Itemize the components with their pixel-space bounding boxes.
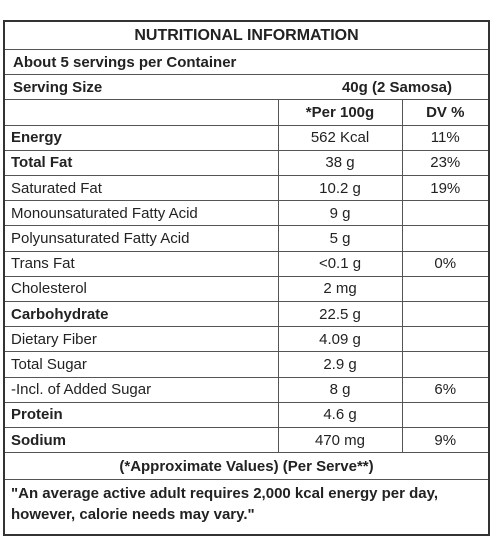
- nutrient-dv: 6%: [401, 376, 488, 403]
- nutrient-name: Carbohydrate: [5, 300, 279, 328]
- nutrient-name: Dietary Fiber: [5, 326, 279, 353]
- nutrient-name: Protein: [5, 401, 279, 428]
- nutrient-per-100g: 2 mg: [277, 275, 403, 303]
- nutrient-name: -Incl. of Added Sugar: [5, 376, 279, 403]
- nutrient-dv: 9%: [401, 426, 488, 454]
- nutrient-name: Total Fat: [5, 149, 279, 177]
- nutrient-name: Monounsaturated Fatty Acid: [5, 200, 279, 227]
- nutrient-per-100g: 5 g: [277, 225, 403, 252]
- table-header-row: *Per 100g DV %: [5, 100, 488, 126]
- nutrient-name: Sodium: [5, 426, 279, 454]
- table-row: Carbohydrate 22.5 g: [5, 300, 488, 328]
- nutrient-per-100g: 9 g: [277, 200, 403, 227]
- approximate-values-note: (*Approximate Values) (Per Serve**): [5, 452, 488, 480]
- nutrient-dv: [401, 275, 488, 303]
- nutrient-per-100g: 562 Kcal: [277, 124, 403, 151]
- nutrient-dv: 11%: [401, 124, 488, 151]
- table-row: Protein 4.6 g: [5, 401, 488, 428]
- nutrient-per-100g: 470 mg: [277, 426, 403, 454]
- table-row: Trans Fat <0.1 g 0%: [5, 250, 488, 277]
- nutrient-dv: [401, 351, 488, 378]
- table-row: Dietary Fiber 4.09 g: [5, 326, 488, 353]
- table-row: -Incl. of Added Sugar 8 g 6%: [5, 376, 488, 403]
- nutrient-dv: 0%: [401, 250, 488, 277]
- table-row: Total Sugar 2.9 g: [5, 351, 488, 378]
- table-row: Saturated Fat 10.2 g 19%: [5, 175, 488, 202]
- nutrient-dv: 19%: [401, 175, 488, 202]
- table-row: Polyunsaturated Fatty Acid 5 g: [5, 225, 488, 252]
- nutrient-per-100g: 2.9 g: [277, 351, 403, 378]
- nutrient-name: Saturated Fat: [5, 175, 279, 202]
- nutrient-per-100g: 10.2 g: [277, 175, 403, 202]
- nutrient-dv: [401, 225, 488, 252]
- nutrient-name: Cholesterol: [5, 275, 279, 303]
- serving-size-value: 40g (2 Samosa): [341, 79, 453, 96]
- header-dv: DV %: [401, 100, 488, 126]
- nutrient-dv: [401, 326, 488, 353]
- table-row: Cholesterol 2 mg: [5, 275, 488, 303]
- nutrient-dv: [401, 401, 488, 428]
- servings-per-container: About 5 servings per Container: [5, 50, 488, 75]
- nutrient-per-100g: 8 g: [277, 376, 403, 403]
- nutrient-dv: 23%: [401, 149, 488, 177]
- nutrient-name: Polyunsaturated Fatty Acid: [5, 225, 279, 252]
- nutrient-per-100g: 4.09 g: [277, 326, 403, 353]
- header-per-100g: *Per 100g: [277, 100, 403, 126]
- nutrient-per-100g: <0.1 g: [277, 250, 403, 277]
- nutrient-dv: [401, 200, 488, 227]
- nutrient-per-100g: 4.6 g: [277, 401, 403, 428]
- nutrient-name: Trans Fat: [5, 250, 279, 277]
- table-row: Total Fat 38 g 23%: [5, 149, 488, 177]
- table-row: Energy 562 Kcal 11%: [5, 124, 488, 151]
- nutrient-dv: [401, 300, 488, 328]
- nutrient-name: Total Sugar: [5, 351, 279, 378]
- nutrient-per-100g: 22.5 g: [277, 300, 403, 328]
- daily-energy-footnote: "An average active adult requires 2,000 …: [11, 485, 439, 523]
- nutrient-name: Energy: [5, 124, 279, 151]
- serving-size-label: Serving Size: [13, 79, 103, 96]
- nutrition-label: NUTRITIONAL INFORMATION About 5 servings…: [3, 20, 490, 536]
- label-title: NUTRITIONAL INFORMATION: [5, 22, 488, 50]
- serving-size-row: Serving Size 40g (2 Samosa): [5, 75, 488, 100]
- table-row: Sodium 470 mg 9%: [5, 426, 488, 454]
- table-row: Monounsaturated Fatty Acid 9 g: [5, 200, 488, 227]
- nutrition-table: *Per 100g DV % Energy 562 Kcal 11% Total…: [5, 100, 488, 454]
- header-nutrient: [5, 100, 279, 126]
- nutrient-per-100g: 38 g: [277, 149, 403, 177]
